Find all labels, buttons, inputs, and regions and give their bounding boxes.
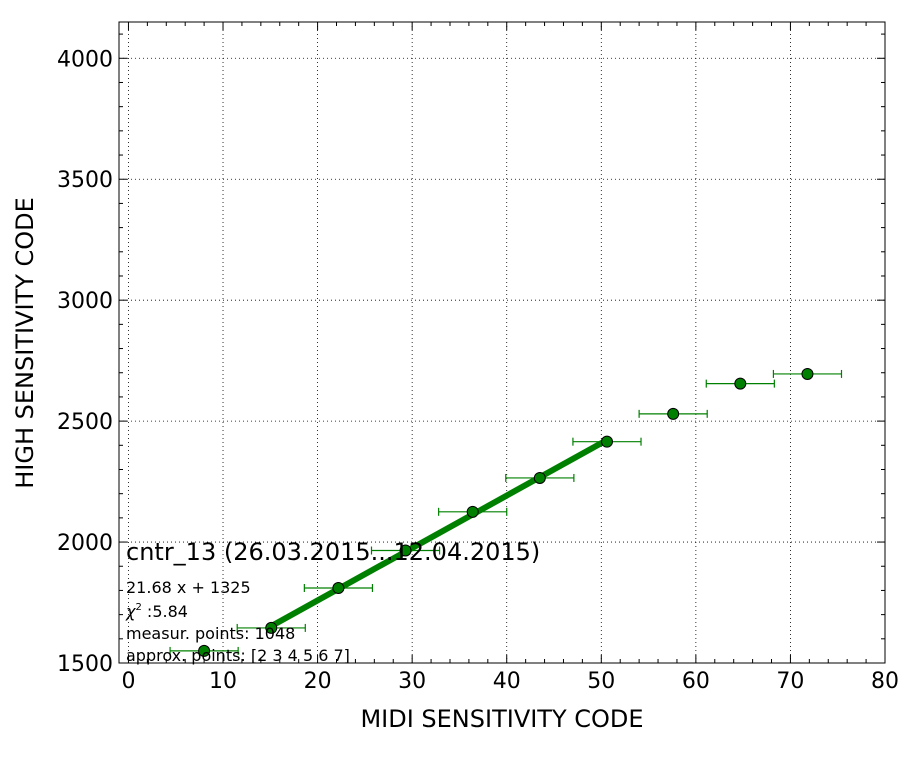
data-point [734, 377, 747, 390]
data-point [600, 435, 613, 448]
x-tick-label: 70 [776, 669, 804, 694]
chi-value: :5.84 [142, 602, 188, 621]
data-point [265, 621, 278, 634]
data-point [533, 471, 546, 484]
x-tick-label: 10 [209, 669, 237, 694]
x-tick-label: 30 [398, 669, 426, 694]
y-tick-label: 2500 [57, 410, 113, 435]
data-point [198, 644, 211, 657]
fit-line-group [269, 437, 609, 629]
x-tick-label: 60 [682, 669, 710, 694]
chi-superscript: 2 [135, 602, 141, 613]
annotation-equation: 21.68 x + 1325 [126, 578, 251, 597]
plot-frame [118, 21, 886, 664]
plot-area [119, 22, 885, 663]
y-tick-label: 3500 [57, 168, 113, 193]
annotation-measur-points: measur. points: 1048 [126, 624, 295, 643]
x-tick-label: 50 [587, 669, 615, 694]
chi-symbol: χ [125, 602, 136, 621]
y-tick-label: 1500 [57, 652, 113, 677]
x-axis-label: MIDI SENSITIVITY CODE [360, 705, 643, 733]
annotation-chi: χ2 :5.84 [125, 602, 188, 621]
data-point [667, 407, 680, 420]
annotations: cntr_13 (26.03.2015...12.04.2015) 21.68 … [125, 538, 540, 665]
y-tick-label: 3000 [57, 289, 113, 314]
x-tick-label: 80 [871, 669, 899, 694]
y-tick-label: 4000 [57, 47, 113, 72]
annotation-approx-points: approx. points: [2 3 4 5 6 7] [126, 646, 350, 665]
fit-line [269, 437, 609, 629]
tick-labels: 0 10 20 30 40 50 60 70 80 1500 2000 2500 3000 3500 400… [57, 47, 899, 694]
x-tick-label: 20 [304, 669, 332, 694]
y-axis-label: HIGH SENSITIVITY CODE [11, 197, 39, 489]
data-points [169, 367, 843, 657]
data-point [399, 544, 412, 557]
data-point [332, 582, 345, 595]
x-tick-label: 40 [493, 669, 521, 694]
data-point [466, 505, 479, 518]
annotation-title: cntr_13 (26.03.2015...12.04.2015) [126, 538, 540, 566]
y-tick-label: 2000 [57, 531, 113, 556]
ticks [119, 22, 886, 664]
data-point [801, 367, 814, 380]
x-tick-label: 0 [121, 669, 135, 694]
